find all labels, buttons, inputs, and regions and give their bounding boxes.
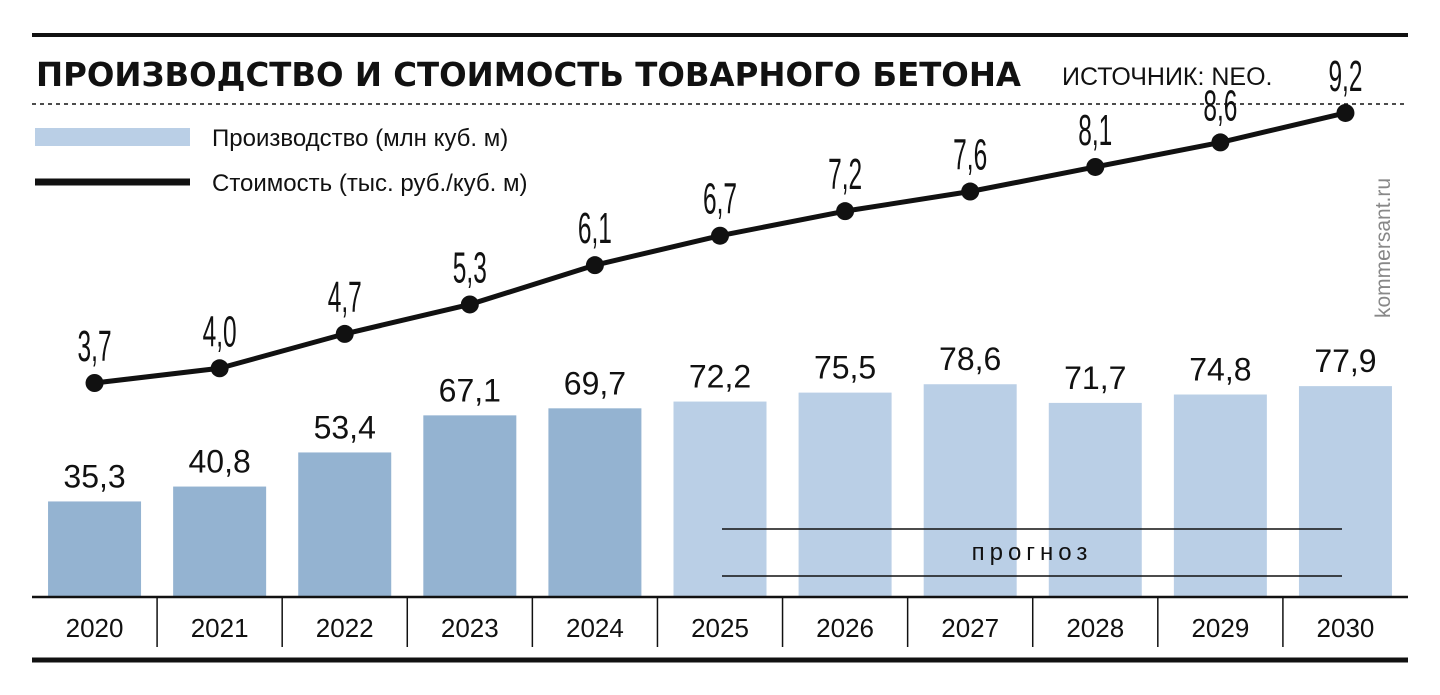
x-tick-label-2023: 2023 (441, 613, 499, 643)
bar-value-label-2021: 40,8 (188, 444, 250, 480)
bar-2023 (423, 415, 517, 597)
x-tick-separators-group (156, 597, 1284, 647)
cost-value-label-2021: 4,0 (203, 307, 237, 356)
cost-point-2023 (460, 295, 479, 314)
cost-point-2022 (335, 324, 354, 343)
cost-value-label-2024: 6,1 (578, 204, 612, 253)
cost-labels-group: 3,7 4,0 4,7 5,3 6,1 6,7 7,2 7,6 8,1 8,6 9,2 (78, 51, 1363, 370)
bar-2022 (298, 452, 392, 597)
x-tick-label-2029: 2029 (1191, 613, 1249, 643)
bar-value-label-2025: 72,2 (689, 359, 751, 395)
bar-value-label-2027: 78,6 (939, 341, 1001, 377)
bar-value-label-2023: 67,1 (439, 372, 501, 408)
bar-value-label-2029: 74,8 (1189, 352, 1251, 388)
cost-point-2030 (1336, 103, 1355, 122)
bar-value-label-2028: 71,7 (1064, 360, 1126, 396)
cost-point-2024 (585, 256, 604, 275)
cost-value-label-2020: 3,7 (78, 321, 112, 370)
cost-point-2021 (210, 359, 229, 378)
x-tick-label-2025: 2025 (691, 613, 749, 643)
bar-value-label-2026: 75,5 (814, 350, 876, 386)
x-tick-label-2027: 2027 (941, 613, 999, 643)
forecast-label: прогноз (972, 539, 1093, 566)
cost-point-2027 (961, 182, 980, 201)
legend-cost-label: Стоимость (тыс. руб./куб. м) (212, 170, 527, 197)
credit-text: kommersant.ru (1372, 178, 1395, 318)
bar-value-label-2020: 35,3 (63, 458, 125, 494)
bar-2026 (798, 392, 892, 597)
bar-value-label-2022: 53,4 (314, 409, 376, 445)
bar-2024 (548, 408, 642, 597)
chart-title: ПРОИЗВОДСТВО И СТОИМОСТЬ ТОВАРНОГО БЕТОН… (36, 55, 1021, 94)
bar-2021 (173, 486, 267, 597)
cost-value-label-2029: 8,6 (1203, 81, 1237, 130)
cost-point-2025 (711, 226, 729, 245)
bar-2029 (1173, 394, 1267, 597)
bar-labels-group: 35,3 40,8 53,4 67,1 69,7 72,2 75,5 78,6 71,7 74,8… (63, 341, 1376, 494)
cost-point-2026 (836, 202, 855, 221)
legend-production-label: Производство (млн куб. м) (212, 125, 508, 152)
x-tick-label-2020: 2020 (66, 613, 124, 643)
bar-2027 (923, 384, 1017, 597)
cost-point-2020 (85, 374, 104, 392)
x-tick-label-2021: 2021 (191, 613, 249, 643)
legend-production-swatch (35, 128, 190, 146)
x-tick-label-2026: 2026 (816, 613, 874, 643)
bar-2030 (1298, 386, 1392, 597)
x-tick-label-2022: 2022 (316, 613, 374, 643)
source-note: ИСТОЧНИК: NEO. (1062, 63, 1273, 91)
cost-value-label-2027: 7,6 (953, 130, 987, 179)
x-tick-label-2024: 2024 (566, 613, 624, 643)
bar-value-label-2024: 69,7 (564, 365, 626, 401)
cost-points-group (85, 103, 1355, 392)
cost-line (94, 110, 1347, 386)
cost-value-label-2025: 6,7 (703, 174, 737, 223)
x-tick-label-2030: 2030 (1317, 613, 1375, 643)
cost-value-label-2023: 5,3 (453, 243, 487, 292)
bars-group (48, 384, 1392, 597)
cost-value-label-2026: 7,2 (828, 150, 862, 199)
cost-value-label-2022: 4,7 (328, 272, 362, 321)
bar-2020 (48, 501, 142, 597)
bar-2028 (1048, 402, 1142, 597)
bar-value-label-2030: 77,9 (1314, 343, 1376, 379)
cost-point-2029 (1211, 133, 1230, 152)
x-tick-labels-group: 2020 2021 2022 2023 2024 2025 2026 2027 2028 2029… (66, 613, 1375, 643)
x-tick-label-2028: 2028 (1066, 613, 1124, 643)
cost-point-2028 (1086, 157, 1105, 176)
bar-2025 (673, 401, 767, 597)
cost-value-label-2028: 8,1 (1078, 105, 1112, 154)
cost-value-label-2030: 9,2 (1328, 51, 1362, 100)
